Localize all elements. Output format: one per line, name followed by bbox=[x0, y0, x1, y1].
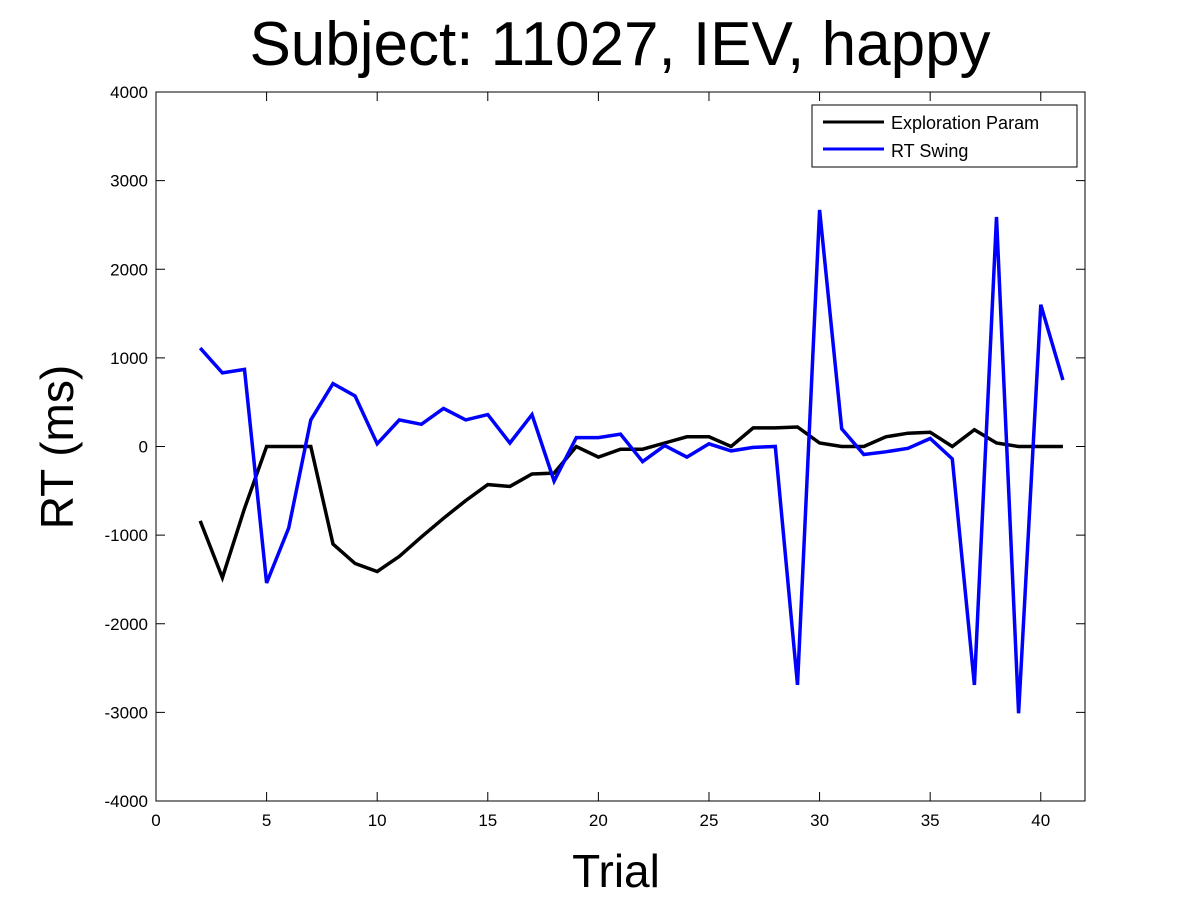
series-line-rt-swing bbox=[198, 209, 1065, 714]
x-tick-label: 20 bbox=[589, 811, 608, 830]
axis-ticks: 0 5 10 15 20 25 30 35 40 -4000 -3000 -2000 -1000 0 100… bbox=[105, 83, 1085, 830]
y-tick-label: -3000 bbox=[105, 703, 148, 722]
y-tick-label: -4000 bbox=[105, 792, 148, 811]
y-tick-label: 0 bbox=[139, 438, 148, 457]
series-lines bbox=[198, 209, 1065, 714]
x-tick-label: 30 bbox=[810, 811, 829, 830]
y-tick-label: 1000 bbox=[110, 349, 148, 368]
x-axis-label: Trial bbox=[572, 845, 660, 897]
y-tick-label: -1000 bbox=[105, 526, 148, 545]
y-tick-label: 3000 bbox=[110, 172, 148, 191]
x-tick-label: 5 bbox=[262, 811, 271, 830]
x-tick-label: 10 bbox=[368, 811, 387, 830]
y-tick-label: 2000 bbox=[110, 260, 148, 279]
y-axis-label: RT (ms) bbox=[31, 365, 83, 529]
x-tick-label: 25 bbox=[700, 811, 719, 830]
x-tick-label: 35 bbox=[921, 811, 940, 830]
legend-label-exploration-param: Exploration Param bbox=[891, 113, 1039, 133]
x-tick-label: 40 bbox=[1031, 811, 1050, 830]
x-tick-label: 0 bbox=[151, 811, 160, 830]
chart-title: Subject: 11027, IEV, happy bbox=[249, 10, 990, 79]
x-tick-label: 15 bbox=[478, 811, 497, 830]
legend: Exploration Param RT Swing bbox=[811, 104, 1078, 168]
legend-label-rt-swing: RT Swing bbox=[891, 141, 968, 161]
y-tick-label: -2000 bbox=[105, 615, 148, 634]
legend-box bbox=[811, 104, 1078, 168]
plot-frame bbox=[155, 91, 1086, 802]
y-tick-label: 4000 bbox=[110, 83, 148, 102]
